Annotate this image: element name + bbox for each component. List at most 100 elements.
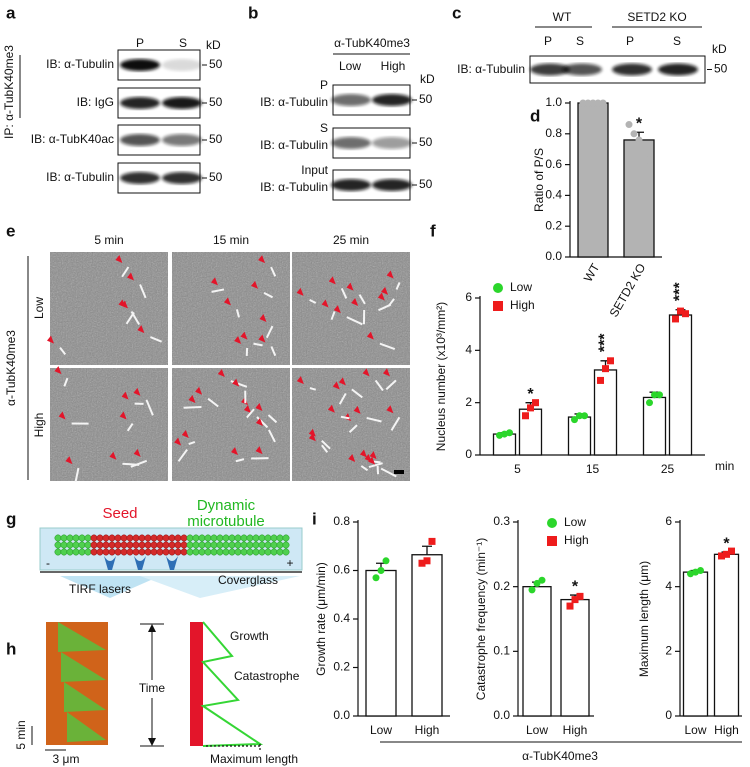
data-point	[423, 557, 431, 565]
filament	[207, 397, 219, 408]
tubulin	[186, 548, 194, 556]
tubulin	[156, 534, 164, 542]
legend-marker	[493, 283, 503, 293]
filament	[360, 465, 369, 472]
tubulin	[222, 534, 230, 542]
filament	[358, 294, 366, 305]
data-point	[533, 579, 541, 587]
y-tick-label: 0.8	[333, 514, 350, 528]
legend-marker	[547, 518, 557, 528]
arrowhead	[338, 377, 346, 386]
label: Catastrophe	[234, 669, 300, 683]
arrowhead	[181, 429, 189, 438]
tubulin	[60, 541, 68, 549]
data-point	[566, 602, 574, 610]
micrograph-noise	[50, 368, 168, 481]
y-tick-label: 2	[665, 644, 672, 658]
marker-label: 50	[209, 170, 223, 184]
tubulin	[90, 541, 98, 549]
tubulin	[282, 534, 290, 542]
filament	[368, 462, 383, 469]
tubulin	[282, 541, 290, 549]
x-tick-label: Low	[526, 723, 548, 737]
x-tick-label: High	[415, 723, 440, 737]
label: +	[286, 556, 293, 570]
arrowhead	[58, 411, 66, 420]
tubulin	[54, 548, 62, 556]
data-point	[571, 596, 579, 604]
y-tick-label: 0.1	[493, 644, 510, 658]
filament	[246, 408, 255, 419]
arrowhead	[362, 368, 370, 377]
arrowhead	[258, 334, 266, 343]
arrowhead	[366, 331, 374, 340]
panel-label: e	[6, 221, 15, 240]
tubulin	[276, 534, 284, 542]
band	[331, 179, 371, 191]
band	[372, 94, 412, 106]
arrowhead	[109, 451, 117, 460]
marker-label: 50	[419, 92, 433, 106]
band	[162, 97, 202, 109]
tubulin	[126, 548, 134, 556]
label: microtubule	[187, 513, 265, 530]
tubulin	[204, 534, 212, 542]
filament	[230, 380, 248, 388]
filament	[125, 311, 135, 325]
arrowhead	[346, 282, 354, 291]
filament	[150, 336, 163, 343]
tubulin	[270, 534, 278, 542]
tubulin	[156, 548, 164, 556]
x-tick-label: 5	[514, 462, 521, 476]
label: Time	[139, 681, 166, 695]
label: High	[32, 413, 46, 438]
x-tick-label: Low	[370, 723, 392, 737]
label: 5 min	[14, 720, 28, 749]
tubulin	[228, 548, 236, 556]
tubulin	[78, 534, 86, 542]
filament	[321, 440, 331, 450]
filament	[235, 458, 245, 463]
arrowhead	[127, 272, 135, 281]
arrowhead	[137, 325, 145, 334]
label: IB: α-Tubulin	[260, 95, 328, 109]
arrowhead	[133, 448, 141, 457]
tubulin	[102, 548, 110, 556]
filament	[74, 467, 80, 483]
arrowhead	[188, 394, 196, 403]
arrowhead	[251, 280, 259, 289]
tubulin	[66, 548, 74, 556]
tubulin	[132, 541, 140, 549]
tubulin	[276, 541, 284, 549]
y-axis-label: Nucleus number (x10³/mm²)	[434, 302, 448, 451]
arrowhead	[377, 292, 385, 301]
label: α-TubK40me3	[4, 330, 18, 406]
annotation: *	[527, 386, 534, 403]
marker-label: 50	[419, 135, 433, 149]
tubulin	[168, 534, 176, 542]
panel-label: i	[312, 509, 317, 528]
bar	[560, 598, 590, 717]
arrowhead	[115, 255, 123, 264]
data-point	[579, 99, 587, 107]
data-point	[584, 99, 592, 107]
annotation: ***	[672, 282, 689, 301]
filament	[270, 346, 277, 357]
x-tick-label: SETD2 KO	[607, 261, 649, 319]
laser-beam	[60, 576, 160, 598]
arrowhead	[328, 276, 336, 285]
filament	[139, 284, 147, 299]
y-tick-label: 6	[465, 290, 472, 304]
filament	[309, 298, 317, 304]
label: Dynamic	[197, 497, 256, 514]
filament	[380, 467, 397, 478]
tubulin	[246, 534, 254, 542]
tubulin	[240, 548, 248, 556]
tubulin	[150, 541, 158, 549]
filament	[340, 415, 350, 420]
tubulin	[264, 534, 272, 542]
data-point	[651, 391, 658, 399]
y-tick-label: 0.0	[333, 708, 350, 722]
tubulin	[168, 548, 176, 556]
y-tick-label: 0.4	[333, 611, 350, 625]
